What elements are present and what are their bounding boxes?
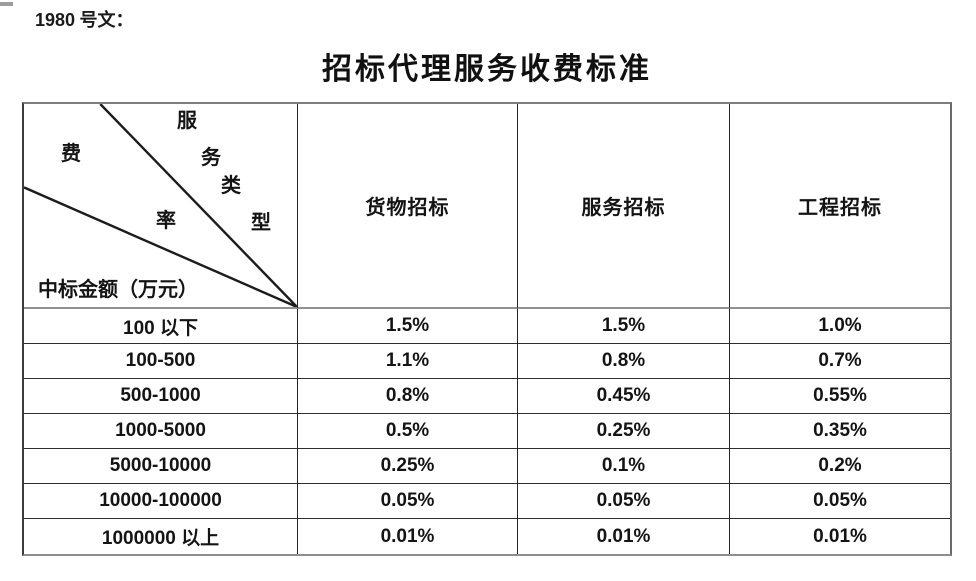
fee-cell: 0.1% — [518, 449, 730, 484]
doc-label: 1980 号文： — [35, 6, 134, 32]
fee-cell: 0.2% — [730, 449, 950, 484]
row-label: 100-500 — [24, 344, 298, 379]
row-label: 100 以下 — [24, 309, 298, 344]
corner-amount-label: 中标金额（万元） — [38, 279, 198, 301]
row-label: 500-1000 — [24, 379, 298, 414]
corner-fee-rate-char: 率 — [156, 210, 176, 232]
fee-cell: 1.1% — [298, 344, 518, 379]
corner-service-type-char: 类 — [221, 175, 241, 197]
fee-cell: 0.8% — [518, 344, 730, 379]
page-title: 招标代理服务收费标准 — [322, 53, 652, 86]
fee-cell: 1.0% — [730, 309, 950, 344]
scan-artifact — [0, 2, 13, 6]
fee-cell: 0.01% — [298, 519, 518, 554]
diagonal-divider-lines — [24, 104, 297, 307]
corner-service-type-char: 务 — [201, 147, 221, 169]
column-header-goods: 货物招标 — [298, 104, 518, 309]
fee-cell: 0.05% — [518, 484, 730, 519]
corner-service-type-char: 型 — [251, 212, 271, 234]
column-header-services: 服务招标 — [518, 104, 730, 309]
doc-suffix: 号文： — [79, 10, 134, 30]
fee-cell: 0.45% — [518, 379, 730, 414]
fee-cell: 0.8% — [298, 379, 518, 414]
fee-cell: 1.5% — [518, 309, 730, 344]
fee-cell: 0.05% — [730, 484, 950, 519]
corner-header-cell: 服 务 类 型 费 率 中标金额（万元） — [24, 104, 298, 309]
fee-cell: 0.01% — [813, 525, 867, 547]
fee-cell: 0.5% — [298, 414, 518, 449]
row-label: 1000000 以上 — [24, 519, 298, 554]
fee-cell: 0.35% — [730, 414, 950, 449]
fee-cell: 0.05% — [298, 484, 518, 519]
fee-cell: 0.25% — [518, 414, 730, 449]
fee-cell: 0.7% — [730, 344, 950, 379]
fee-cell: 0.25% — [298, 449, 518, 484]
corner-service-type-char: 服 — [177, 110, 197, 132]
fee-table: 服 务 类 型 费 率 中标金额（万元） 货物招标 服务招标 工程招标 100 … — [22, 102, 952, 556]
doc-number: 1980 — [35, 10, 76, 30]
row-label: 10000-100000 — [24, 484, 298, 519]
fee-cell: 0.01% — [518, 519, 730, 554]
column-header-engineering: 工程招标 — [730, 104, 950, 309]
fee-cell: 0.55% — [730, 379, 950, 414]
row-label: 5000-10000 — [24, 449, 298, 484]
fee-cell: 1.5% — [298, 309, 518, 344]
row-label: 1000-5000 — [24, 414, 298, 449]
corner-fee-rate-char: 费 — [61, 143, 81, 165]
